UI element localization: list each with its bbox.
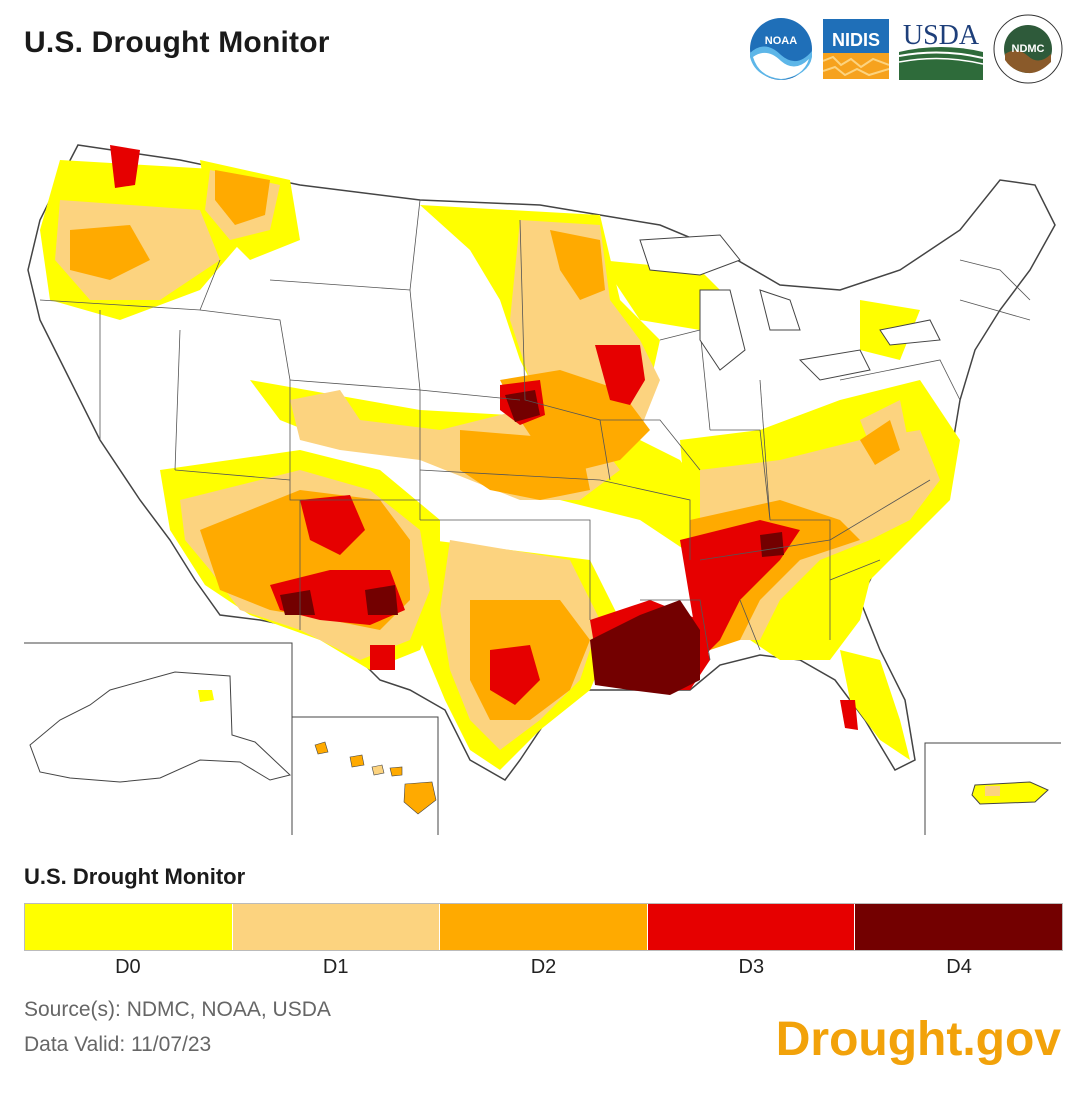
source-text: Source(s): NDMC, NOAA, USDA (24, 998, 331, 1021)
puerto-rico-d1 (985, 786, 1000, 796)
svg-text:USDA: USDA (903, 20, 980, 51)
alaska-shape (29, 671, 292, 783)
legend-swatch-d3 (647, 904, 856, 950)
svg-text:NIDIS: NIDIS (832, 30, 880, 50)
legend-label-d2: D2 (530, 956, 557, 978)
legend-swatch-d0 (25, 904, 233, 950)
legend-label-d0: D0 (115, 956, 141, 978)
legend-label-d4: D4 (946, 956, 972, 978)
legend-swatch-d4 (855, 904, 1062, 950)
drought-map (24, 144, 1061, 835)
legend-title: U.S. Drought Monitor (24, 864, 246, 889)
state-borders (39, 199, 1031, 661)
alaska-d0 (198, 690, 214, 702)
ndmc-logo: NDMC (993, 14, 1063, 84)
great-lakes (639, 234, 941, 381)
legend-swatch-d1 (232, 904, 441, 950)
svg-text:NDMC: NDMC (1012, 43, 1045, 55)
page-title: U.S. Drought Monitor (24, 26, 330, 59)
data-valid-text: Data Valid: 11/07/23 (24, 1033, 212, 1056)
legend-label-d3: D3 (738, 956, 765, 978)
puerto-rico-shape (971, 781, 1049, 805)
inset-frames (24, 642, 1061, 835)
nidis-logo: NIDIS (823, 19, 889, 79)
usda-logo: USDA (899, 18, 983, 80)
legend-label-d1: D1 (322, 956, 349, 978)
legend-swatch-d2 (440, 904, 648, 950)
legend-color-bar (24, 903, 1063, 951)
hawaii-shapes (314, 741, 437, 815)
drought-gov-brand[interactable]: Drought.gov (775, 1013, 1061, 1066)
legend-labels: D0 D1 D2 D3 D4 (24, 956, 1063, 979)
noaa-logo: NOAA (749, 17, 813, 81)
svg-text:NOAA: NOAA (765, 35, 797, 47)
d4-regions (280, 390, 784, 695)
partner-logos: NOAA NIDIS USDA NDMC (749, 14, 1063, 84)
